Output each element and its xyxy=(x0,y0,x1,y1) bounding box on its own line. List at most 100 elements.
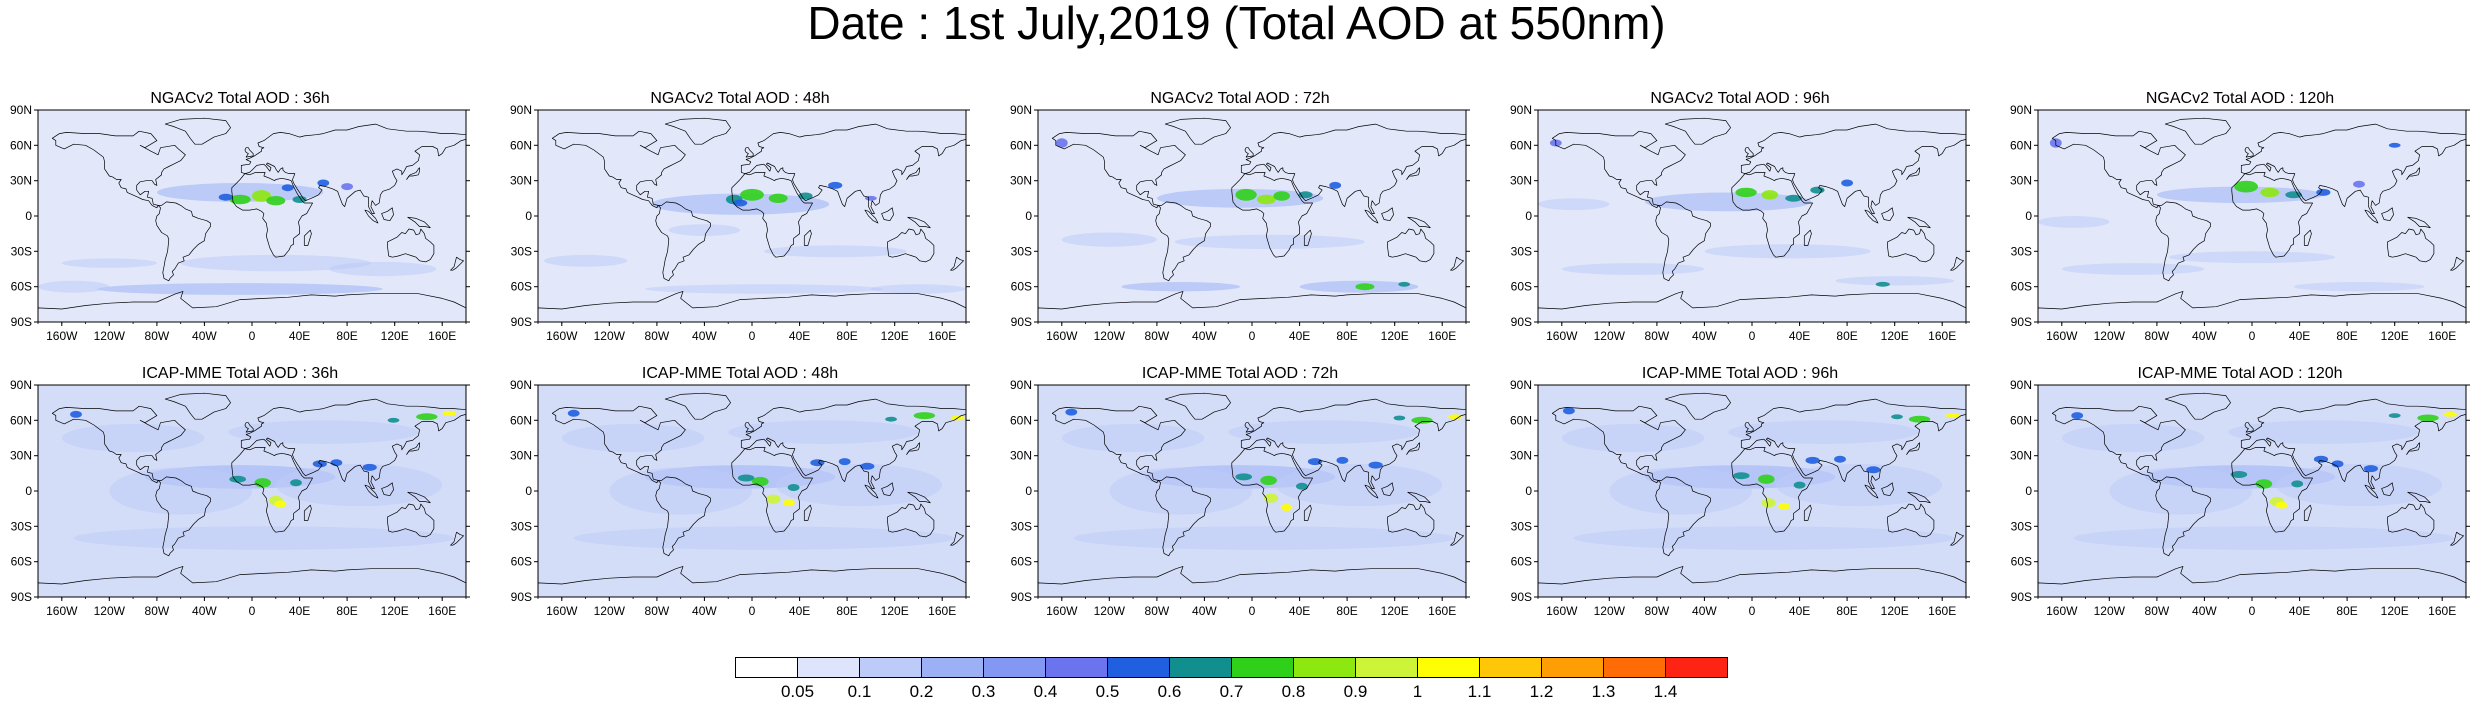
aerosol-hotspot xyxy=(752,476,769,487)
coastline-new-guinea xyxy=(1907,491,1931,504)
aerosol-band xyxy=(73,526,455,550)
lat-tick-label: 60N xyxy=(2010,138,2032,152)
coastline-south-america xyxy=(155,201,211,282)
coastline-new-zealand xyxy=(1450,531,1464,546)
coastline-south-america xyxy=(1655,201,1711,282)
lon-tick-label: 120W xyxy=(1094,604,1126,618)
aerosol-hotspot xyxy=(787,484,800,491)
coastline-south-america xyxy=(655,201,711,282)
lon-tick-label: 120W xyxy=(1594,329,1626,343)
aerosol-band xyxy=(2275,463,2443,507)
lat-tick-label: 30S xyxy=(2011,244,2032,258)
lon-tick-label: 0 xyxy=(1249,329,1256,343)
lat-tick-label: 60N xyxy=(1510,138,1532,152)
colorbar-label: 0.9 xyxy=(1344,682,1368,701)
coastline-sumatra xyxy=(364,484,379,499)
colorbar-label: 0.4 xyxy=(1034,682,1058,701)
coastline-eurasia xyxy=(1740,398,1966,489)
lat-tick-label: 0 xyxy=(25,209,32,223)
coastline-japan xyxy=(406,167,420,180)
coastline-greenland xyxy=(1664,392,1731,420)
coastline-antarctica xyxy=(2038,291,2466,322)
lon-tick-label: 120W xyxy=(1594,604,1626,618)
lon-tick-label: 120E xyxy=(2381,604,2409,618)
map-background xyxy=(1538,110,1966,322)
aerosol-hotspot xyxy=(2291,480,2304,488)
aerosol-band xyxy=(1073,526,1455,550)
lon-tick-label: 80W xyxy=(1645,604,1670,618)
lon-tick-label: 160E xyxy=(1428,604,1456,618)
coastline-south-america xyxy=(1655,476,1711,557)
aod-map: 90N 60N 30N 0 30S 60S 90S 160W 120W 80W 40W 0 40E 80E… xyxy=(1510,378,1970,618)
aerosol-hotspot xyxy=(1866,466,1881,474)
panel-title: ICAP-MME Total AOD : 120h xyxy=(2137,365,2343,382)
map-field xyxy=(1538,110,1966,322)
aerosol-hotspot xyxy=(2353,180,2365,188)
lat-tick-label: 60S xyxy=(511,555,532,569)
coastline-africa xyxy=(1731,447,1813,533)
aerosol-hotspot xyxy=(2363,465,2378,473)
aerosol-band xyxy=(544,254,628,267)
lon-tick-label: 160E xyxy=(1428,329,1456,343)
coastline-new-guinea xyxy=(1407,491,1431,504)
lon-tick-label: 160W xyxy=(1546,329,1578,343)
lat-tick-label: 90N xyxy=(1510,378,1532,392)
colorbar-swatch xyxy=(1665,657,1728,678)
figure-title: Date : 1st July,2019 (Total AOD at 550nm… xyxy=(807,0,1666,49)
lat-tick-label: 90S xyxy=(511,590,532,604)
panel-title: NGACv2 Total AOD : 96h xyxy=(1650,90,1830,107)
coastline-australia xyxy=(1387,503,1435,538)
lat-tick-label: 30S xyxy=(511,244,532,258)
coastline-south-america xyxy=(2155,476,2211,557)
map-panel: ICAP-MME Total AOD : 72h 90N 60N 30N 0 30S 60S… xyxy=(1000,365,1480,627)
coastline-eurasia xyxy=(1240,398,1466,489)
coastline-new-guinea xyxy=(407,491,431,504)
colorbar-swatch xyxy=(1603,657,1666,678)
colorbar-swatch xyxy=(1169,657,1232,678)
aerosol-hotspot xyxy=(1735,187,1757,198)
coastline-british-isles xyxy=(1744,422,1754,433)
lon-tick-label: 80E xyxy=(336,604,357,618)
lon-tick-label: 160W xyxy=(546,604,578,618)
aerosol-band xyxy=(645,284,883,294)
lon-tick-label: 0 xyxy=(249,604,256,618)
lat-tick-label: 90N xyxy=(1510,103,1532,117)
coastline-greenland xyxy=(2164,117,2231,145)
lat-tick-label: 30N xyxy=(10,449,32,463)
lon-tick-label: 40E xyxy=(1789,604,1810,618)
lat-tick-label: 60S xyxy=(1011,555,1032,569)
lat-tick-label: 60S xyxy=(511,280,532,294)
coastline-sumatra xyxy=(1864,484,1879,499)
aerosol-band xyxy=(775,463,943,507)
colorbar-swatch xyxy=(735,657,798,678)
lat-tick-label: 90S xyxy=(11,590,32,604)
coastline-eurasia xyxy=(1740,123,1966,214)
aerosol-hotspot xyxy=(1398,281,1411,287)
coastline-new-zealand xyxy=(950,531,964,546)
colorbar-label: 1.1 xyxy=(1468,682,1492,701)
lat-tick-label: 60S xyxy=(11,555,32,569)
aerosol-hotspot xyxy=(266,196,286,206)
aod-map: 90N 60N 30N 0 30S 60S 90S 160W 120W 80W 40W 0 40E 80E… xyxy=(1010,103,1470,343)
coastline-japan xyxy=(906,442,920,455)
lat-tick-label: 0 xyxy=(1525,484,1532,498)
lon-tick-label: 80W xyxy=(145,329,170,343)
lon-tick-label: 0 xyxy=(749,329,756,343)
aerosol-hotspot xyxy=(1411,416,1433,424)
coastline-sumatra xyxy=(2364,209,2379,224)
lon-tick-label: 0 xyxy=(1749,604,1756,618)
coastline-new-zealand xyxy=(1950,531,1964,546)
coastline-british-isles xyxy=(2244,147,2254,158)
coastline-madagascar xyxy=(2303,504,2312,521)
coastline-south-america xyxy=(655,476,711,557)
coastline-madagascar xyxy=(303,229,312,246)
colorbar-label: 0.6 xyxy=(1158,682,1182,701)
coastline-new-zealand xyxy=(2450,256,2464,271)
lon-tick-label: 40E xyxy=(2289,329,2310,343)
lon-tick-label: 120E xyxy=(1881,604,1909,618)
aerosol-hotspot xyxy=(1280,504,1293,511)
aerosol-hotspot xyxy=(229,194,251,205)
coastline-greenland xyxy=(1164,392,1231,420)
lat-tick-label: 30S xyxy=(1511,244,1532,258)
aerosol-hotspot xyxy=(1785,194,1802,202)
